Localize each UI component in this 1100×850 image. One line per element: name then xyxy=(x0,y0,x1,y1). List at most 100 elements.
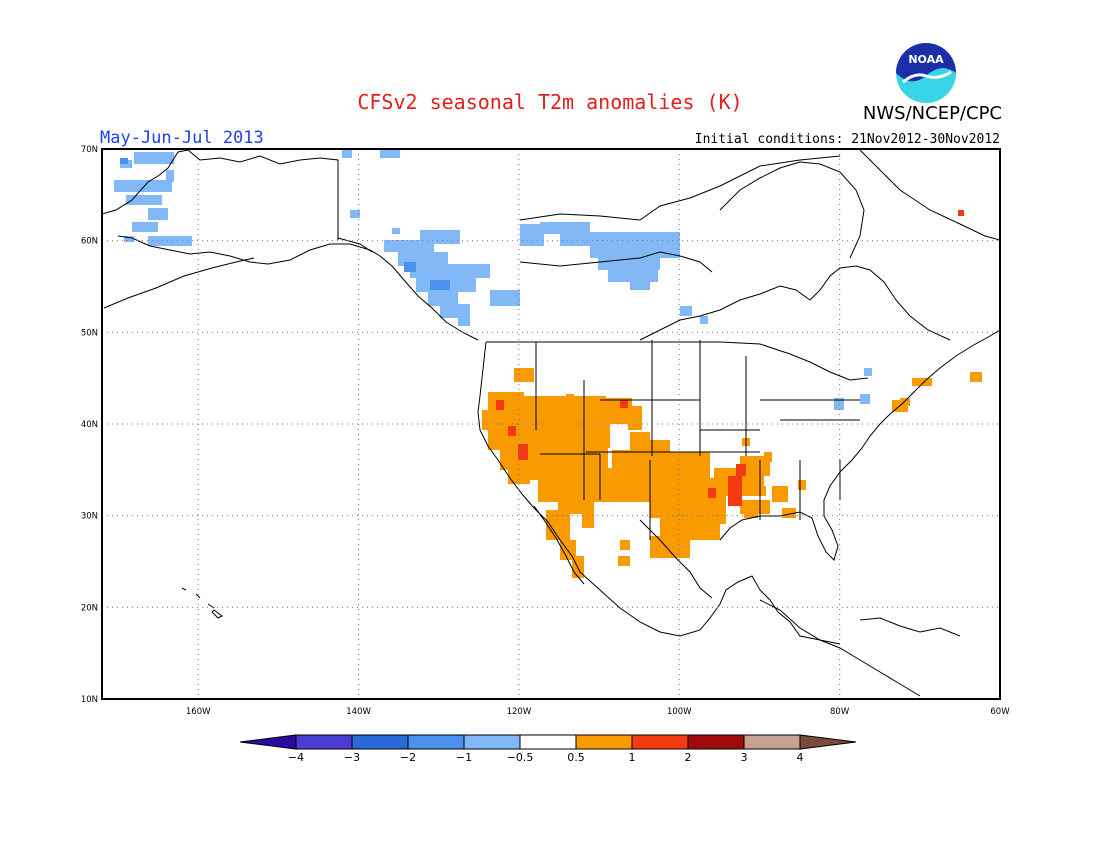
anomaly-cell xyxy=(134,152,174,164)
coastline xyxy=(579,571,841,645)
anomaly-cell xyxy=(782,508,796,518)
coastline xyxy=(759,599,921,697)
anomaly-cell xyxy=(620,400,628,408)
anomaly-cell xyxy=(628,406,642,430)
coastline xyxy=(719,329,1000,561)
lon-label: 80W xyxy=(830,707,850,717)
colorbar-tick: 2 xyxy=(685,751,692,764)
anomaly-cell xyxy=(582,514,594,528)
anomaly-cell xyxy=(126,195,162,205)
anomaly-cell xyxy=(342,150,352,158)
anomaly-cell xyxy=(860,394,870,404)
colorbar-tick: 0.5 xyxy=(567,751,585,764)
gridlines xyxy=(102,149,1000,699)
anomaly-cell xyxy=(630,432,650,452)
anomaly-cell xyxy=(542,396,550,406)
colorbar-tick: 1 xyxy=(629,751,636,764)
anomaly-cell xyxy=(132,222,158,232)
colorbar xyxy=(239,734,857,750)
anomaly-cell xyxy=(384,240,434,252)
lat-label: 50N xyxy=(81,328,98,338)
lat-label: 40N xyxy=(81,420,98,430)
anomaly-cell xyxy=(350,210,360,218)
anomaly-cell xyxy=(700,316,708,324)
initial-conditions: Initial conditions: 21Nov2012-30Nov2012 xyxy=(694,132,1000,147)
anomaly-cell xyxy=(630,280,650,290)
anomaly-cell xyxy=(772,486,788,502)
coastline xyxy=(719,161,865,259)
lon-label: 140W xyxy=(346,707,371,717)
anomaly-cell xyxy=(566,394,574,402)
anomaly-cell xyxy=(538,478,598,502)
anomaly-cell xyxy=(608,268,658,282)
anomaly-cell xyxy=(708,488,716,498)
anomaly-cell xyxy=(764,452,772,462)
lat-label: 30N xyxy=(81,512,98,522)
colorbar-arrow-left xyxy=(239,734,297,750)
coastlines xyxy=(102,149,1000,697)
anomaly-cell xyxy=(740,456,770,476)
logo-text: NOAA xyxy=(908,53,944,66)
coastline xyxy=(337,237,373,253)
anomaly-cell xyxy=(728,476,742,506)
anomaly-cell xyxy=(650,440,670,454)
anomaly-cells xyxy=(114,150,982,578)
anomaly-cell xyxy=(798,480,806,490)
noaa-logo: NOAA xyxy=(896,43,956,103)
colorbar-tick: −1 xyxy=(456,751,472,764)
coastline xyxy=(102,149,339,240)
anomaly-cell xyxy=(166,170,174,182)
anomaly-cell xyxy=(410,264,490,278)
colorbar-tick: −4 xyxy=(288,751,304,764)
anomaly-cell xyxy=(148,208,168,220)
coastline xyxy=(117,235,479,341)
anomaly-cell xyxy=(958,210,964,216)
anomaly-cell xyxy=(380,150,400,158)
forecast-period: May-Jun-Jul 2013 xyxy=(100,128,264,148)
anomaly-cell xyxy=(428,290,458,306)
anomaly-cell xyxy=(520,448,608,480)
colorbar-tick: −2 xyxy=(400,751,416,764)
colorbar-swatch xyxy=(463,734,521,750)
coastline xyxy=(519,155,841,221)
anomaly-cell xyxy=(512,418,610,448)
coastline xyxy=(859,149,1000,241)
anomaly-cell xyxy=(620,540,630,550)
anomaly-cell xyxy=(404,262,416,272)
anomaly-cell xyxy=(650,536,690,558)
latitude-labels: 10N 20N 30N 40N 50N 60N 70N xyxy=(81,145,98,705)
anomaly-cell xyxy=(114,180,172,192)
colorbar-tick: 3 xyxy=(741,751,748,764)
anomaly-cell xyxy=(560,232,680,246)
anomaly-cell xyxy=(600,412,630,424)
anomaly-cell xyxy=(834,398,844,410)
chart-title: CFSv2 seasonal T2m anomalies (K) xyxy=(357,90,743,114)
lon-label: 120W xyxy=(507,707,532,717)
coastline xyxy=(535,340,860,540)
anomaly-cell xyxy=(590,244,680,258)
anomaly-cell xyxy=(508,426,516,436)
anomaly-cell xyxy=(496,400,504,410)
longitude-labels: 160W 140W 120W 100W 80W 60W xyxy=(186,707,1010,717)
anomaly-cell xyxy=(912,378,932,386)
anomaly-cell xyxy=(618,556,630,566)
map-frame xyxy=(101,148,1001,700)
anomaly-cell xyxy=(598,468,656,502)
coastline xyxy=(103,257,255,309)
anomaly-cell xyxy=(518,444,528,460)
lat-label: 10N xyxy=(81,695,98,705)
coastline xyxy=(639,265,951,341)
coastline xyxy=(519,251,713,273)
coastline xyxy=(486,341,869,381)
coastline xyxy=(477,341,581,573)
anomaly-cell xyxy=(458,316,470,326)
anomaly-cell xyxy=(120,158,128,164)
anomaly-cell xyxy=(970,372,982,382)
lat-label: 60N xyxy=(81,237,98,247)
colorbar-tick: 4 xyxy=(797,751,804,764)
colorbar-swatch xyxy=(519,734,577,750)
anomaly-cell xyxy=(864,368,872,376)
anomaly-cell xyxy=(124,236,134,242)
anomaly-cell xyxy=(680,306,692,316)
colorbar-swatch xyxy=(575,734,633,750)
